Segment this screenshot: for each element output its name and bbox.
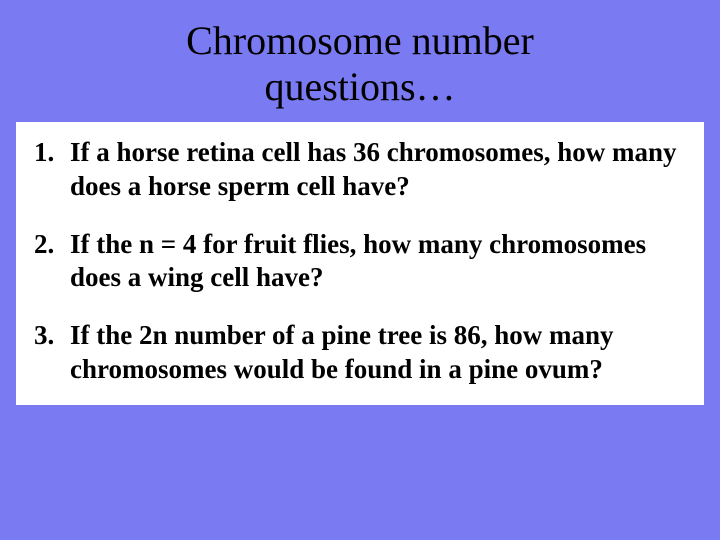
title-line-1: Chromosome number — [186, 18, 534, 63]
content-box: 1. If a horse retina cell has 36 chromos… — [16, 122, 704, 405]
question-item: 3. If the 2n number of a pine tree is 86… — [34, 319, 686, 387]
slide-container: Chromosome number questions… 1. If a hor… — [0, 0, 720, 540]
question-text: If the n = 4 for fruit flies, how many c… — [70, 228, 686, 296]
question-item: 1. If a horse retina cell has 36 chromos… — [34, 136, 686, 204]
question-number: 2. — [34, 228, 70, 296]
question-number: 1. — [34, 136, 70, 204]
slide-title: Chromosome number questions… — [0, 0, 720, 110]
title-line-2: questions… — [264, 64, 455, 109]
question-item: 2. If the n = 4 for fruit flies, how man… — [34, 228, 686, 296]
question-number: 3. — [34, 319, 70, 387]
question-text: If a horse retina cell has 36 chromosome… — [70, 136, 686, 204]
question-text: If the 2n number of a pine tree is 86, h… — [70, 319, 686, 387]
